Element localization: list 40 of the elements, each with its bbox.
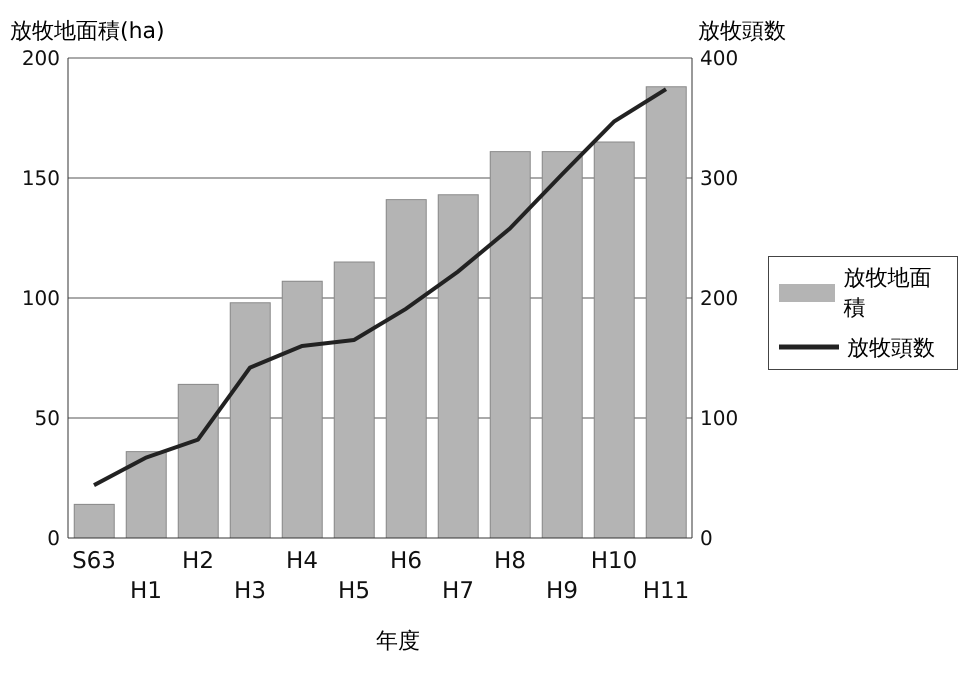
x-tick-label: H3 — [234, 578, 266, 604]
x-tick-label: H5 — [338, 578, 370, 604]
bar — [334, 262, 375, 538]
bar — [594, 142, 635, 538]
bar — [126, 451, 167, 538]
y-tick-label: 100 — [22, 286, 60, 310]
bar — [490, 151, 531, 538]
x-tick-label: H8 — [494, 548, 526, 574]
x-axis-title: 年度 — [375, 628, 421, 656]
bar — [438, 194, 479, 538]
x-tick-label: H7 — [442, 578, 474, 604]
x-tick-label: H6 — [390, 548, 422, 574]
legend-label: 放牧頭数 — [847, 335, 935, 363]
legend-label: 放牧地面積 — [843, 265, 932, 323]
x-tick-label: H1 — [130, 578, 162, 604]
x-tick-label: H4 — [286, 548, 318, 574]
bar — [542, 151, 583, 538]
x-tick-label: H9 — [546, 578, 578, 604]
x-tick-label: H2 — [182, 548, 214, 574]
y2-tick-label: 400 — [700, 46, 738, 70]
bar — [386, 199, 427, 538]
y-tick-label: 0 — [47, 526, 60, 550]
x-tick-label: H10 — [590, 548, 638, 574]
y2-tick-label: 200 — [700, 286, 738, 310]
y-axis-title: 放牧地面積(ha) — [10, 18, 165, 46]
x-tick-label: H11 — [642, 578, 690, 604]
y2-tick-label: 0 — [700, 526, 713, 550]
bar — [178, 384, 219, 538]
bar — [230, 302, 271, 538]
y-tick-label: 200 — [22, 46, 60, 70]
bar — [74, 504, 115, 538]
x-tick-label: S63 — [72, 548, 116, 574]
y-tick-label: 50 — [34, 406, 60, 430]
y2-axis-title: 放牧頭数 — [698, 18, 786, 46]
bar — [646, 86, 687, 538]
line-series — [92, 87, 668, 488]
y2-tick-label: 300 — [700, 166, 738, 190]
y2-tick-label: 100 — [700, 406, 738, 430]
bar — [282, 280, 323, 538]
y-tick-label: 150 — [22, 166, 60, 190]
